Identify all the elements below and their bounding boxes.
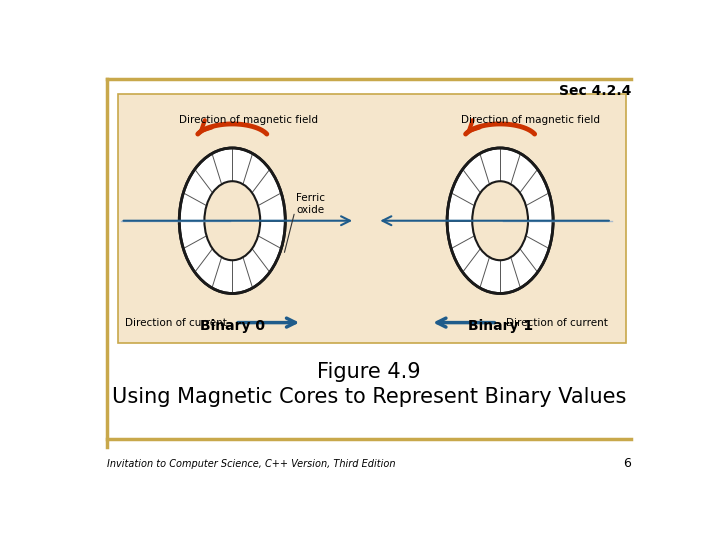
Text: 6: 6 xyxy=(624,457,631,470)
Text: Figure 4.9: Figure 4.9 xyxy=(318,362,420,382)
Text: Direction of current: Direction of current xyxy=(505,318,608,328)
Text: Direction of magnetic field: Direction of magnetic field xyxy=(179,115,318,125)
Text: Invitation to Computer Science, C++ Version, Third Edition: Invitation to Computer Science, C++ Vers… xyxy=(107,459,395,469)
Text: Direction of current: Direction of current xyxy=(125,318,227,328)
Text: Using Magnetic Cores to Represent Binary Values: Using Magnetic Cores to Represent Binary… xyxy=(112,387,626,407)
Ellipse shape xyxy=(179,148,285,294)
Ellipse shape xyxy=(204,181,260,260)
Ellipse shape xyxy=(447,148,553,294)
Text: Direction of magnetic field: Direction of magnetic field xyxy=(461,115,600,125)
Text: Binary 0: Binary 0 xyxy=(199,319,265,333)
FancyBboxPatch shape xyxy=(118,94,626,343)
Text: Sec 4.2.4: Sec 4.2.4 xyxy=(559,84,631,98)
Ellipse shape xyxy=(472,181,528,260)
Text: Binary 1: Binary 1 xyxy=(467,319,533,333)
Text: Ferric
oxide: Ferric oxide xyxy=(297,193,325,215)
